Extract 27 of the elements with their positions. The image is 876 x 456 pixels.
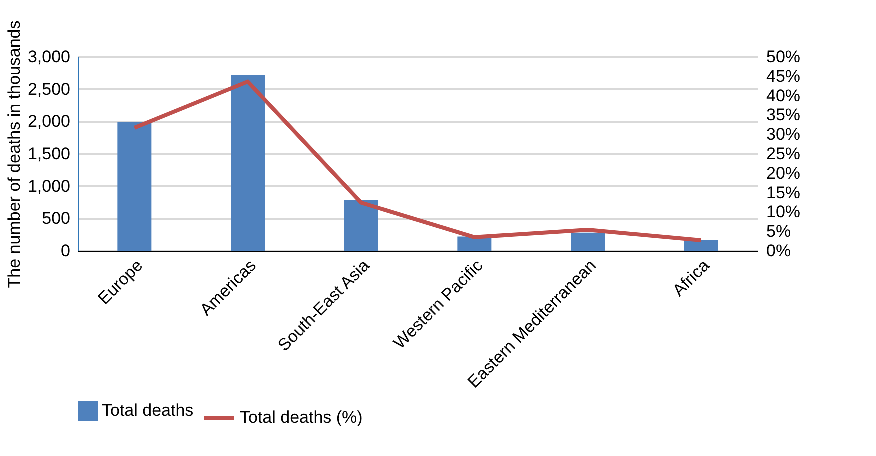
y-axis-title: The number of deaths in thousands — [4, 20, 24, 288]
line-series — [132, 80, 704, 243]
y2-tick-label: 50% — [766, 48, 801, 66]
y-tick-label: 3,000 — [28, 48, 70, 66]
y2-tick-label: 25% — [766, 144, 801, 164]
y2-tick-label: 45% — [766, 66, 801, 86]
bar — [231, 75, 265, 251]
bar — [684, 240, 718, 251]
y-tick-label: 2,000 — [28, 112, 70, 132]
y-tick-label: 1,500 — [28, 144, 70, 164]
y2-tick-label: 10% — [766, 202, 801, 222]
y-tick-label: 0 — [61, 242, 70, 260]
y2-tick-label: 5% — [766, 222, 792, 242]
y2-tick-label: 35% — [766, 106, 801, 125]
legend-label: Total deaths — [102, 401, 194, 420]
bar — [118, 122, 152, 251]
bar — [571, 232, 605, 251]
bar — [344, 200, 378, 251]
y2-tick-label: 40% — [766, 86, 801, 106]
y2-tick-label: 30% — [766, 125, 801, 144]
y-tick-label: 1,000 — [28, 176, 70, 196]
y2-tick-label: 20% — [766, 164, 801, 183]
y2-tick-label: 0% — [766, 242, 792, 260]
y-tick-label: 500 — [42, 209, 70, 228]
y-tick-label: 2,500 — [28, 80, 70, 99]
legend-label: Total deaths (%) — [240, 408, 363, 427]
y2-tick-label: 15% — [766, 183, 801, 202]
